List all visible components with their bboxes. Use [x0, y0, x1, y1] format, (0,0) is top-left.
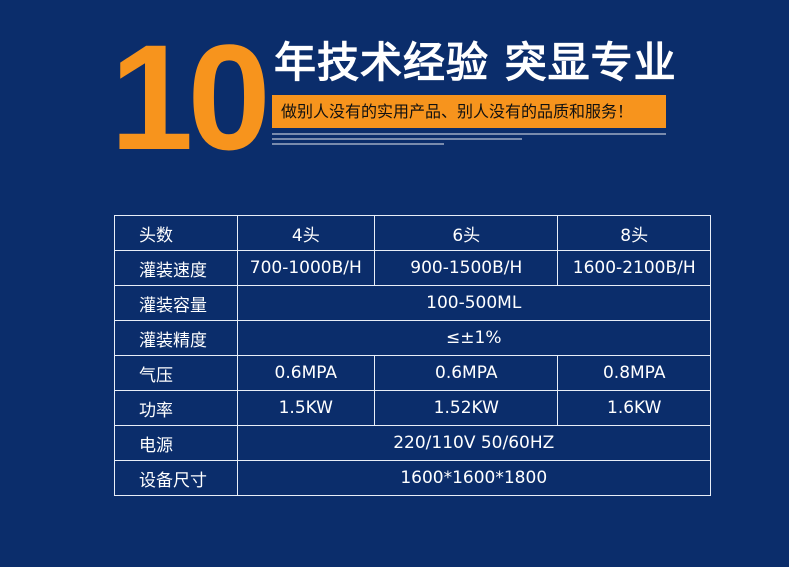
table-cell: 700-1000B/H: [236, 250, 376, 286]
table-cell: 6头: [374, 215, 559, 251]
decorative-fine-text: [272, 143, 444, 145]
table-cell: 900-1500B/H: [374, 250, 559, 286]
slogan-bar: 做别人没有的实用产品、别人没有的品质和服务！: [272, 95, 666, 128]
table-cell: 1600-2100B/H: [557, 250, 711, 286]
table-row: 灌装速度 700-1000B/H 900-1500B/H 1600-2100B/H: [114, 250, 711, 286]
table-cell: 1.5KW: [236, 390, 376, 426]
slogan-text: 做别人没有的实用产品、别人没有的品质和服务！: [281, 102, 634, 121]
decorative-fine-text: [272, 133, 666, 135]
table-cell: 4头: [236, 215, 376, 251]
decorative-fine-text: [272, 138, 522, 140]
table-row: 灌装精度 ≤±1%: [114, 320, 711, 356]
table-row: 设备尺寸 1600*1600*1800: [114, 460, 711, 496]
table-row: 气压 0.6MPA 0.6MPA 0.8MPA: [114, 355, 711, 391]
spec-table: 头数 4头 6头 8头 灌装速度 700-1000B/H 900-1500B/H 1600-2…: [114, 215, 711, 496]
table-row: 电源 220/110V 50/60HZ: [114, 425, 711, 461]
table-row: 功率 1.5KW 1.52KW 1.6KW: [114, 390, 711, 426]
row-label: 头数: [114, 215, 238, 251]
row-label: 设备尺寸: [114, 460, 238, 496]
row-label: 灌装容量: [114, 285, 238, 321]
years-number: 10: [110, 13, 271, 181]
row-label: 功率: [114, 390, 238, 426]
table-cell: 8头: [557, 215, 711, 251]
row-label: 灌装速度: [114, 250, 238, 286]
table-row: 头数 4头 6头 8头: [114, 215, 711, 251]
row-label: 灌装精度: [114, 320, 238, 356]
table-cell: 220/110V 50/60HZ: [236, 425, 711, 461]
table-cell: 100-500ML: [236, 285, 711, 321]
table-cell: 1.6KW: [557, 390, 711, 426]
table-cell: 0.6MPA: [374, 355, 559, 391]
table-cell: 0.8MPA: [557, 355, 711, 391]
table-cell: 1.52KW: [374, 390, 559, 426]
table-cell: ≤±1%: [236, 320, 711, 356]
banner-title: 年技术经验 突显专业: [274, 38, 677, 87]
table-row: 灌装容量 100-500ML: [114, 285, 711, 321]
row-label: 电源: [114, 425, 238, 461]
row-label: 气压: [114, 355, 238, 391]
table-cell: 1600*1600*1800: [236, 460, 711, 496]
table-cell: 0.6MPA: [236, 355, 376, 391]
